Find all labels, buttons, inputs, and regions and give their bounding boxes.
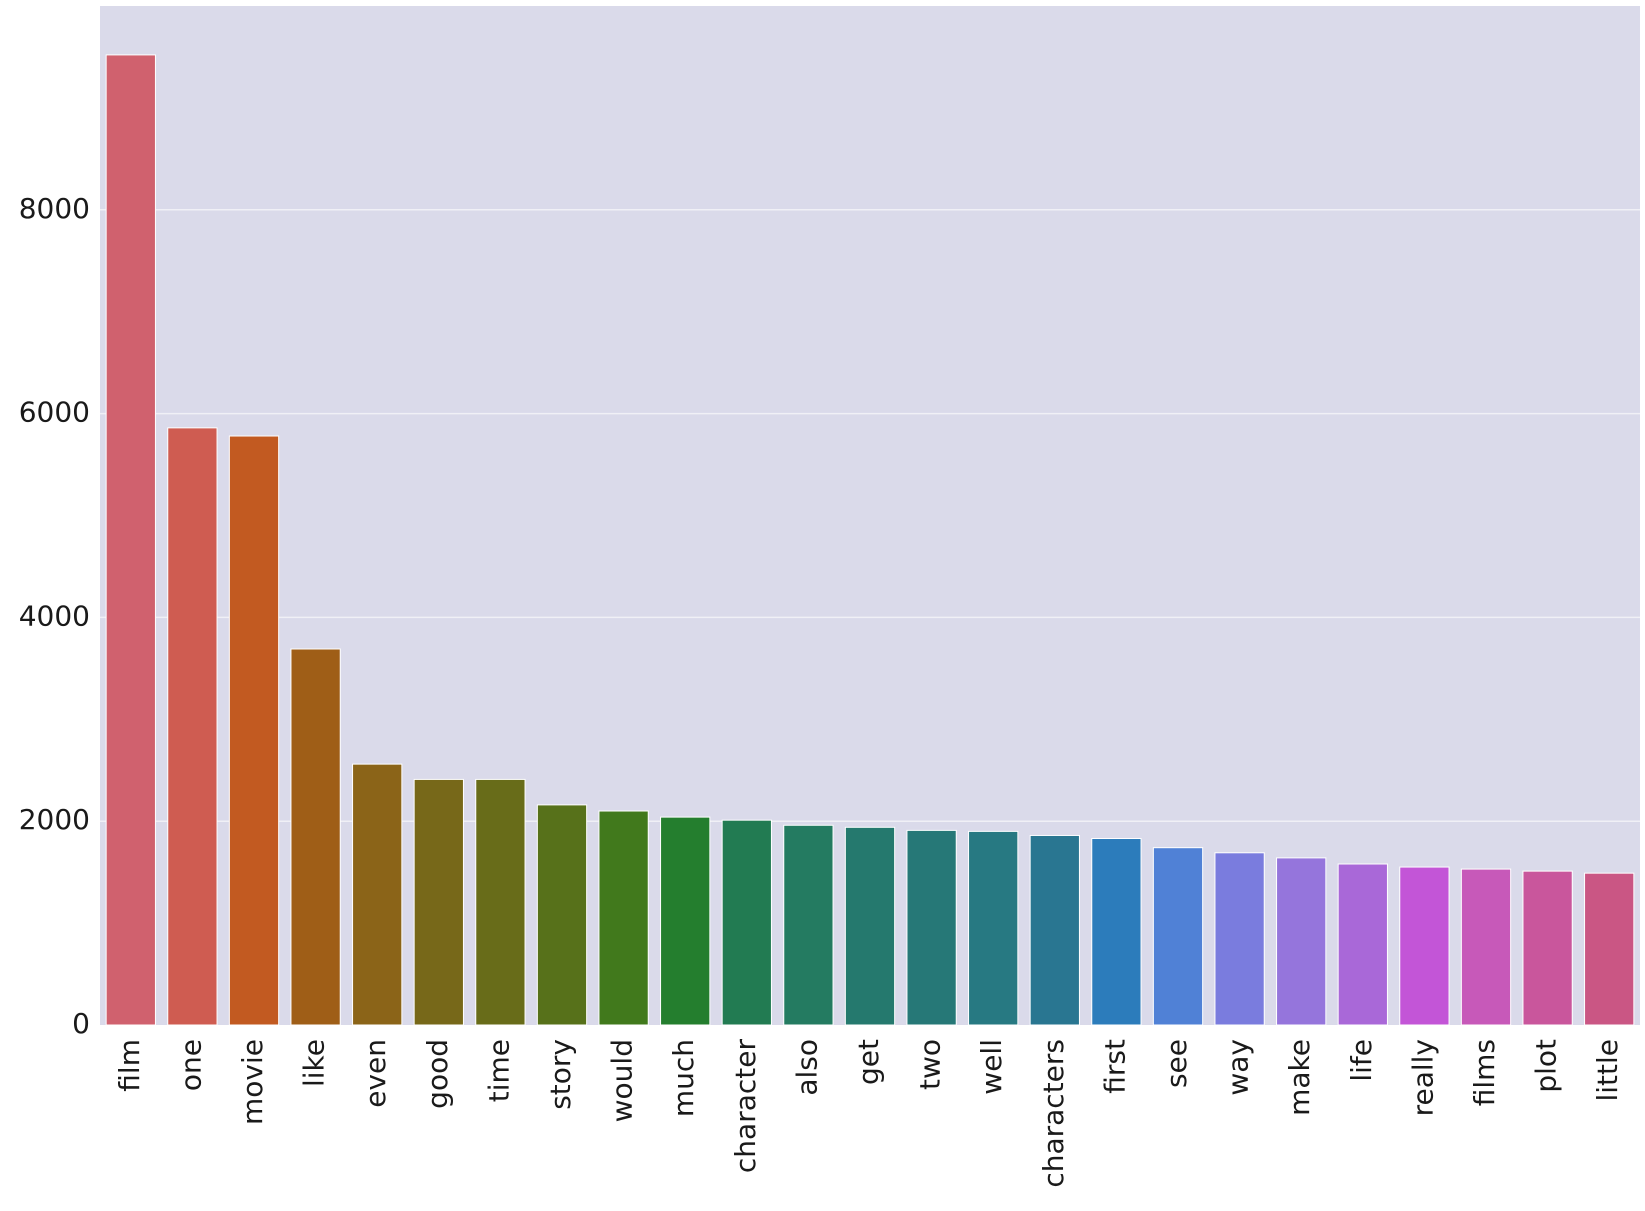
x-tick-label: well — [975, 1039, 1008, 1095]
x-tick-label: make — [1283, 1039, 1316, 1116]
x-tick-label: also — [790, 1039, 823, 1096]
x-tick-label: two — [914, 1039, 947, 1090]
y-tick-label: 2000 — [19, 803, 90, 836]
x-tick-label: good — [421, 1039, 454, 1109]
bar-well — [968, 830, 1019, 1026]
x-tick-label: like — [298, 1039, 331, 1087]
x-tick-label: would — [606, 1039, 639, 1122]
bar-even — [352, 763, 403, 1026]
bar-characters — [1029, 834, 1080, 1026]
bar-character — [721, 819, 772, 1026]
x-tick-label: see — [1160, 1039, 1193, 1088]
bar-time — [475, 778, 526, 1026]
bar-little — [1584, 872, 1635, 1026]
x-tick-label: first — [1098, 1039, 1131, 1094]
bar-life — [1337, 863, 1388, 1026]
bar-way — [1214, 852, 1265, 1026]
x-tick-label: story — [544, 1039, 577, 1110]
bar-like — [290, 648, 341, 1026]
x-tick-label: character — [729, 1039, 762, 1174]
bar-movie — [228, 435, 280, 1026]
x-tick-label: little — [1591, 1039, 1624, 1102]
x-tick-label: films — [1468, 1039, 1501, 1106]
x-tick-label: plot — [1530, 1039, 1563, 1093]
bar-much — [660, 816, 711, 1026]
bar-really — [1399, 866, 1450, 1026]
x-tick-label: even — [359, 1039, 392, 1108]
y-tick-label: 8000 — [19, 192, 90, 225]
bar-get — [844, 826, 896, 1026]
bar-would — [598, 810, 649, 1026]
bar-film — [105, 54, 156, 1026]
x-tick-label: much — [667, 1039, 700, 1117]
bar-first — [1091, 838, 1142, 1026]
x-axis-ticks: film one movie like even good time story would mu… — [113, 1039, 1624, 1188]
bar-plot — [1522, 870, 1573, 1026]
x-tick-label: film — [113, 1039, 146, 1092]
bar-make — [1276, 857, 1327, 1026]
bar-films — [1460, 868, 1512, 1026]
x-tick-label: one — [174, 1039, 207, 1091]
x-tick-label: get — [852, 1039, 885, 1085]
x-tick-label: movie — [236, 1039, 269, 1125]
y-axis-ticks: 0 2000 4000 6000 8000 — [19, 192, 90, 1040]
bar-story — [536, 804, 588, 1026]
bar-see — [1152, 847, 1204, 1026]
bar-one — [167, 427, 218, 1026]
x-tick-label: life — [1345, 1039, 1378, 1082]
y-tick-label: 4000 — [19, 599, 90, 632]
x-tick-label: time — [482, 1039, 515, 1102]
x-tick-label: way — [1222, 1039, 1255, 1096]
bar-two — [906, 829, 957, 1026]
bars — [105, 54, 1635, 1026]
x-tick-label: characters — [1037, 1039, 1070, 1188]
y-tick-label: 6000 — [19, 396, 90, 429]
y-tick-label: 0 — [72, 1007, 90, 1040]
bar-also — [783, 824, 834, 1026]
bar-good — [413, 778, 464, 1026]
x-tick-label: really — [1406, 1039, 1439, 1116]
